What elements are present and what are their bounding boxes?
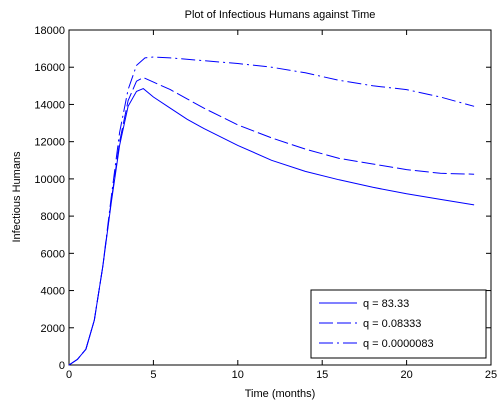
x-tick-label: 5 xyxy=(150,369,156,381)
y-axis-label: Infectious Humans xyxy=(11,151,23,243)
legend-box xyxy=(310,289,487,359)
legend-label: q = 0.0000083 xyxy=(363,338,434,350)
y-tick-label: 10000 xyxy=(34,174,65,186)
y-tick-label: 14000 xyxy=(34,99,65,111)
y-tick-label: 2000 xyxy=(41,323,65,335)
x-axis: 0 5 10 15 20 25 xyxy=(66,30,497,381)
legend-label: q = 0.08333 xyxy=(363,318,421,330)
y-tick-label: 12000 xyxy=(34,137,65,149)
y-tick-label: 8000 xyxy=(41,211,65,223)
x-tick-label: 15 xyxy=(316,369,328,381)
legend-label: q = 83.33 xyxy=(363,298,409,310)
y-tick-label: 4000 xyxy=(41,286,65,298)
x-tick-label: 25 xyxy=(485,369,497,381)
y-tick-label: 16000 xyxy=(34,62,65,74)
y-tick-label: 6000 xyxy=(41,248,65,260)
y-axis: 0 2000 4000 6000 8000 10000 12000 14000 16000 180… xyxy=(34,25,491,372)
x-tick-label: 10 xyxy=(232,369,244,381)
series-lines xyxy=(68,56,475,366)
x-axis-label: Time (months) xyxy=(245,388,316,400)
y-tick-label: 18000 xyxy=(34,25,65,37)
legend: q = 83.33 q = 0.08333 q = 0.0000083 xyxy=(310,289,487,359)
y-tick-label: 0 xyxy=(59,360,65,372)
x-tick-label: 0 xyxy=(66,369,72,381)
x-tick-label: 20 xyxy=(400,369,412,381)
chart-title: Plot of Infectious Humans against Time xyxy=(185,9,376,21)
